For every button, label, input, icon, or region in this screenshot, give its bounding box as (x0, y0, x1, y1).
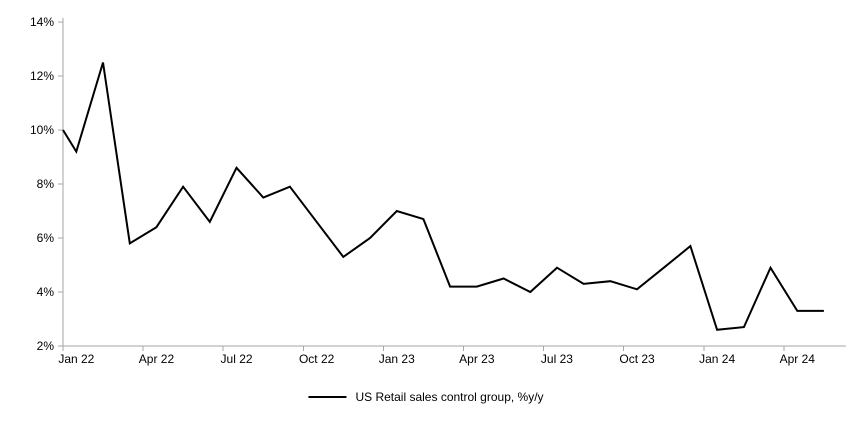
y-tick-label: 14% (30, 15, 54, 29)
legend-line-swatch (308, 396, 347, 398)
y-tick-label: 10% (30, 123, 54, 137)
legend-label: US Retail sales control group, %y/y (355, 390, 544, 404)
x-tick-label: Apr 22 (139, 352, 175, 366)
axes (62, 18, 846, 347)
legend: US Retail sales control group, %y/y (308, 390, 544, 404)
x-tick-label: Oct 22 (299, 352, 335, 366)
y-axis-ticks: 14% 12% 10% 8% 6% 4% 2% (30, 15, 63, 353)
y-tick-label: 6% (37, 231, 55, 245)
x-tick-label: Jan 22 (58, 352, 94, 366)
y-tick-label: 4% (37, 285, 55, 299)
x-tick-label: Apr 24 (780, 352, 816, 366)
y-tick-label: 2% (37, 339, 55, 353)
y-tick-label: 12% (30, 69, 54, 83)
x-tick-label: Jan 23 (379, 352, 415, 366)
x-axis-ticks: Jan 22 Apr 22 Jul 22 Oct 22 Jan 23 Apr 23 Jul … (58, 346, 815, 366)
x-tick-label: Jul 23 (541, 352, 573, 366)
data-line (62, 62, 824, 331)
x-tick-label: Jul 22 (221, 352, 253, 366)
y-tick-label: 8% (37, 177, 55, 191)
x-tick-label: Apr 23 (459, 352, 495, 366)
x-tick-label: Oct 23 (619, 352, 655, 366)
x-tick-label: Jan 24 (699, 352, 735, 366)
